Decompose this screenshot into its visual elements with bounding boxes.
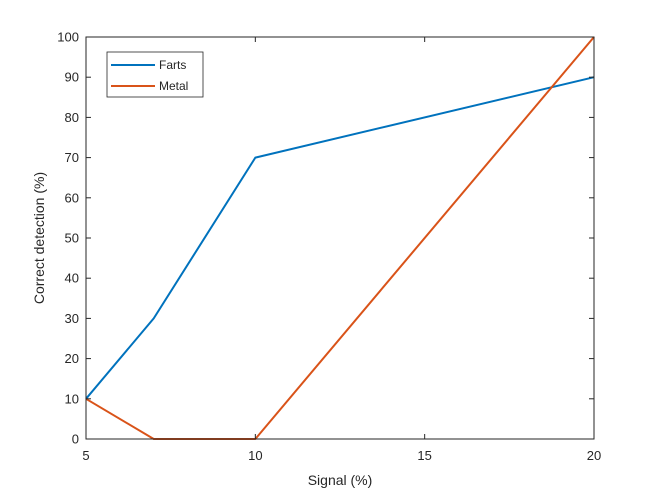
y-tick-label: 10	[65, 391, 79, 406]
series-line-farts	[85, 76, 595, 400]
legend-label-metal: Metal	[159, 79, 188, 93]
x-axis-label: Signal (%)	[308, 472, 373, 488]
x-axis-ticks: 5 10 15 20	[82, 37, 601, 463]
y-tick-label: 80	[65, 110, 79, 125]
legend-box	[106, 51, 204, 98]
legend: Farts Metal	[106, 51, 204, 98]
y-tick-label: 50	[65, 231, 79, 246]
x-tick-label: 20	[587, 448, 601, 463]
y-tick-label: 40	[65, 271, 79, 286]
x-tick-label: 5	[82, 448, 89, 463]
y-axis-ticks: 0 10 20 30 40 50 60 70 80 90 100	[57, 30, 594, 447]
y-tick-label: 20	[65, 351, 79, 366]
y-tick-label: 90	[65, 70, 79, 85]
y-tick-label: 30	[65, 311, 79, 326]
y-tick-label: 100	[57, 30, 79, 45]
y-tick-label: 60	[65, 190, 79, 205]
legend-label-farts: Farts	[159, 58, 186, 72]
y-tick-label: 0	[72, 432, 79, 447]
y-axis-label: Correct detection (%)	[31, 172, 47, 304]
plot-area	[86, 37, 594, 439]
y-tick-label: 70	[65, 150, 79, 165]
x-tick-label: 15	[417, 448, 431, 463]
x-tick-label: 10	[248, 448, 262, 463]
